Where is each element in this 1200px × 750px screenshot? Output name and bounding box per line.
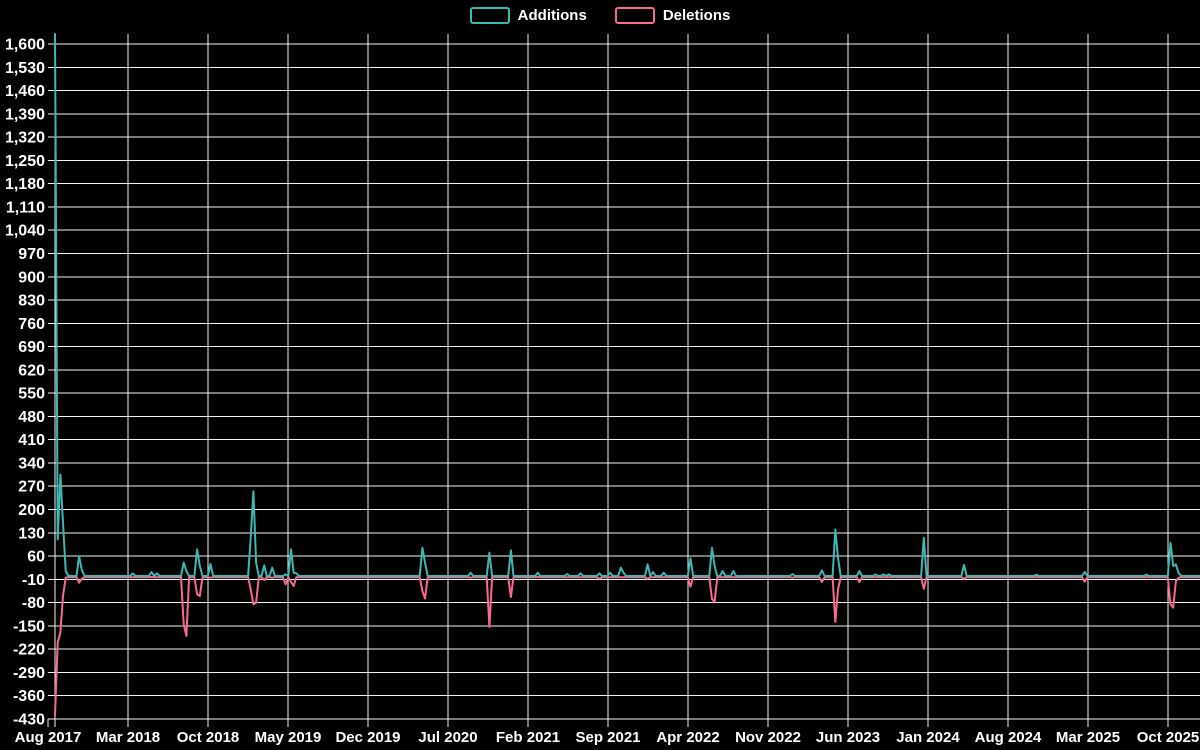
y-axis-tick-label: 900 [18, 269, 45, 286]
y-axis-tick-label: 970 [18, 246, 45, 263]
x-axis-tick-label: Aug 2024 [975, 729, 1042, 746]
y-axis-tick-label: 1,320 [5, 130, 45, 147]
x-axis-tick-label: Jul 2020 [418, 729, 477, 746]
legend-item-additions[interactable]: Additions [469, 7, 587, 24]
y-axis-tick-label: 1,390 [5, 106, 45, 123]
y-axis-tick-label: 1,250 [5, 153, 45, 170]
y-axis-tick-label: 1,040 [5, 223, 45, 240]
y-axis-tick-label: 1,460 [5, 83, 45, 100]
x-axis-tick-label: Dec 2019 [335, 729, 400, 746]
y-axis-tick-label: -80 [22, 595, 45, 612]
additions-line [54, 33, 1200, 577]
y-axis-tick-label: 830 [18, 293, 45, 310]
y-axis-tick-label: 200 [18, 502, 45, 519]
y-axis-tick-label: 480 [18, 409, 45, 426]
x-axis-tick-label: Jun 2023 [816, 729, 880, 746]
y-axis-tick-label: -430 [13, 712, 45, 729]
y-axis-tick-label: 340 [18, 456, 45, 473]
y-axis-tick-label: -220 [13, 642, 45, 659]
x-axis-tick-label: Aug 2017 [15, 729, 82, 746]
y-axis-tick-label: -360 [13, 688, 45, 705]
y-axis-tick-label: 1,110 [6, 199, 45, 216]
deletions-swatch [614, 7, 655, 24]
y-axis-tick-label: 1,600 [5, 37, 45, 54]
y-axis-tick-label: 130 [18, 525, 45, 542]
y-axis-tick-label: 1,180 [5, 176, 45, 193]
y-axis-tick-label: 270 [18, 479, 45, 496]
y-axis-tick-label: 760 [18, 316, 45, 333]
legend-item-deletions[interactable]: Deletions [614, 7, 731, 24]
x-axis-tick-label: Feb 2021 [496, 729, 560, 746]
y-axis-tick-label: -10 [22, 572, 45, 589]
y-axis-tick-label: -290 [13, 665, 45, 682]
x-axis-tick-label: Sep 2021 [575, 729, 640, 746]
y-axis-tick-label: 1,530 [5, 60, 45, 77]
x-axis-tick-label: Jan 2024 [896, 729, 960, 746]
x-axis-tick-label: May 2019 [255, 729, 322, 746]
x-axis-tick-label: Oct 2018 [177, 729, 240, 746]
additions-swatch [469, 7, 510, 24]
y-axis-tick-label: 60 [27, 549, 45, 566]
y-axis-tick-label: 620 [18, 362, 45, 379]
x-axis-tick-label: Mar 2025 [1056, 729, 1120, 746]
y-axis-tick-label: 410 [18, 432, 45, 449]
x-axis-labels: Aug 2017 Mar 2018 Oct 2018 May 2019 Dec 2019… [15, 729, 1200, 746]
x-axis-tick-label: Mar 2018 [96, 729, 160, 746]
legend-label-deletions: Deletions [662, 7, 731, 24]
deletions-line [54, 576, 1200, 717]
grid [47, 34, 1200, 727]
y-axis-tick-label: 690 [18, 339, 45, 356]
x-axis-tick-label: Nov 2022 [735, 729, 801, 746]
y-axis-tick-label: -150 [13, 618, 45, 635]
x-axis-tick-label: Apr 2022 [656, 729, 719, 746]
x-axis-tick-label: Oct 2025 [1137, 729, 1200, 746]
legend-label-additions: Additions [517, 7, 587, 24]
y-axis-tick-label: 550 [18, 386, 45, 403]
chart-legend: Additions Deletions [0, 7, 1200, 24]
y-axis-labels: 1,600 1,530 1,460 1,390 1,320 1,250 1,180 1,110… [5, 37, 45, 729]
